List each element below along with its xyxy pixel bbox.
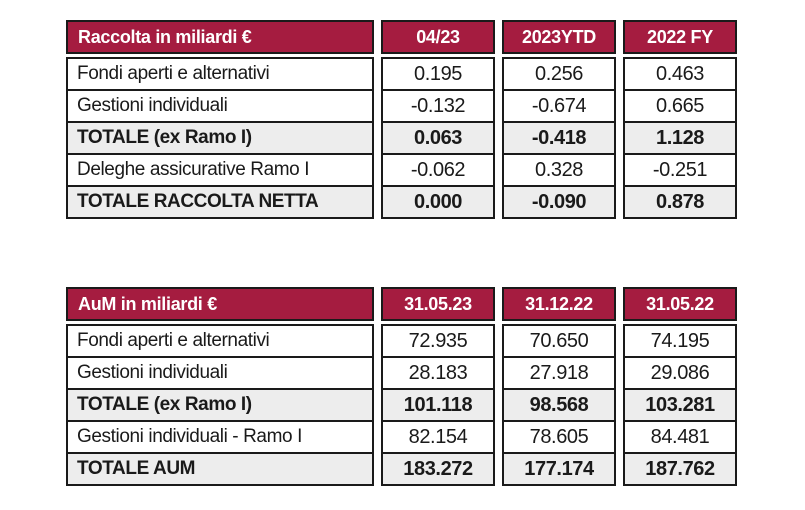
aum-label-column: Fondi aperti e alternativi Gestioni indi… (66, 324, 374, 486)
value-cell-total: 103.281 (625, 390, 735, 422)
value-cell-total: 0.878 (625, 187, 735, 217)
value-cell-total: 1.128 (625, 123, 735, 155)
value-cell: 29.086 (625, 358, 735, 390)
value-cell: 0.256 (504, 59, 614, 91)
value-cell-total: 177.174 (504, 454, 614, 484)
value-cell-total: 101.118 (383, 390, 493, 422)
row-label: Deleghe assicurative Ramo I (68, 155, 372, 187)
raccolta-column-header-2023ytd: 2023YTD (502, 20, 616, 54)
value-cell-total: 0.000 (383, 187, 493, 217)
value-cell-total: 98.568 (504, 390, 614, 422)
value-cell: 84.481 (625, 422, 735, 454)
value-cell: -0.062 (383, 155, 493, 187)
raccolta-values-column-2023ytd: 0.256 -0.674 -0.418 0.328 -0.090 (502, 57, 616, 219)
aum-header-title: AuM in miliardi € (66, 287, 374, 321)
value-cell: 0.463 (625, 59, 735, 91)
value-cell-total: -0.418 (504, 123, 614, 155)
raccolta-values-column-2022fy: 0.463 0.665 1.128 -0.251 0.878 (623, 57, 737, 219)
row-label: Gestioni individuali (68, 91, 372, 123)
raccolta-header-row: Raccolta in miliardi € 04/23 2023YTD 202… (66, 20, 737, 54)
row-label: Gestioni individuali - Ramo I (68, 422, 372, 454)
value-cell: 72.935 (383, 326, 493, 358)
raccolta-table: Raccolta in miliardi € 04/23 2023YTD 202… (66, 20, 737, 219)
row-label-total: TOTALE (ex Ramo I) (68, 390, 372, 422)
aum-values-column-310522: 74.195 29.086 103.281 84.481 187.762 (623, 324, 737, 486)
row-label: Fondi aperti e alternativi (68, 59, 372, 91)
raccolta-header-title: Raccolta in miliardi € (66, 20, 374, 54)
value-cell: -0.132 (383, 91, 493, 123)
value-cell: 0.328 (504, 155, 614, 187)
raccolta-values-column-0423: 0.195 -0.132 0.063 -0.062 0.000 (381, 57, 495, 219)
value-cell-total: 187.762 (625, 454, 735, 484)
value-cell: -0.251 (625, 155, 735, 187)
value-cell: 82.154 (383, 422, 493, 454)
aum-values-column-310523: 72.935 28.183 101.118 82.154 183.272 (381, 324, 495, 486)
value-cell: 27.918 (504, 358, 614, 390)
row-label-total: TOTALE RACCOLTA NETTA (68, 187, 372, 217)
aum-header-row: AuM in miliardi € 31.05.23 31.12.22 31.0… (66, 287, 737, 321)
row-label-total: TOTALE AUM (68, 454, 372, 484)
row-label-total: TOTALE (ex Ramo I) (68, 123, 372, 155)
value-cell: 78.605 (504, 422, 614, 454)
value-cell: 74.195 (625, 326, 735, 358)
value-cell-total: 0.063 (383, 123, 493, 155)
aum-column-header-310522: 31.05.22 (623, 287, 737, 321)
raccolta-column-header-2022fy: 2022 FY (623, 20, 737, 54)
row-label: Fondi aperti e alternativi (68, 326, 372, 358)
raccolta-label-column: Fondi aperti e alternativi Gestioni indi… (66, 57, 374, 219)
aum-values-column-311222: 70.650 27.918 98.568 78.605 177.174 (502, 324, 616, 486)
value-cell: 0.195 (383, 59, 493, 91)
value-cell: 0.665 (625, 91, 735, 123)
value-cell-total: -0.090 (504, 187, 614, 217)
aum-table: AuM in miliardi € 31.05.23 31.12.22 31.0… (66, 287, 737, 486)
aum-column-header-311222: 31.12.22 (502, 287, 616, 321)
value-cell-total: 183.272 (383, 454, 493, 484)
aum-column-header-310523: 31.05.23 (381, 287, 495, 321)
raccolta-body: Fondi aperti e alternativi Gestioni indi… (66, 57, 737, 219)
raccolta-column-header-0423: 04/23 (381, 20, 495, 54)
value-cell: -0.674 (504, 91, 614, 123)
row-label: Gestioni individuali (68, 358, 372, 390)
aum-body: Fondi aperti e alternativi Gestioni indi… (66, 324, 737, 486)
value-cell: 70.650 (504, 326, 614, 358)
value-cell: 28.183 (383, 358, 493, 390)
